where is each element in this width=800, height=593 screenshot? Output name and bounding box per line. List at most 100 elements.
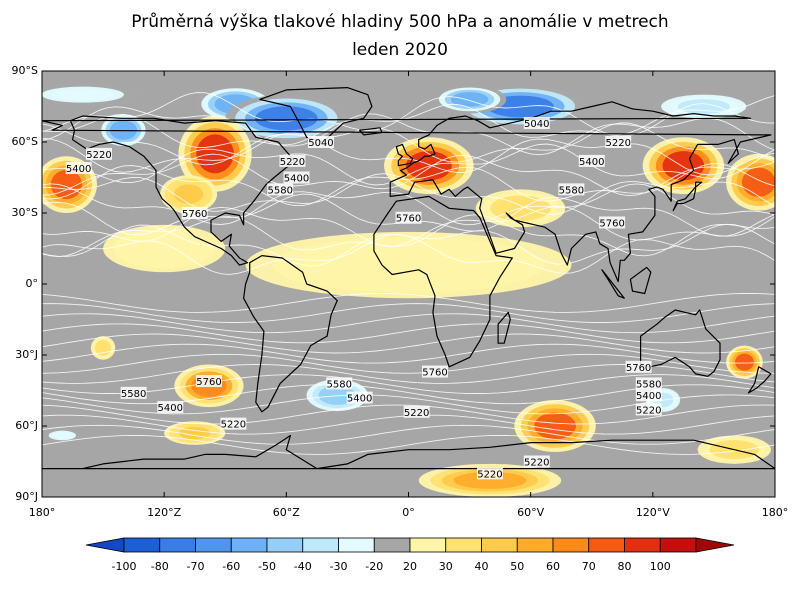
contour-label-text: 5760 bbox=[196, 377, 221, 388]
colorbar-swatch bbox=[552, 537, 590, 553]
contour-label-text: 5220 bbox=[404, 408, 429, 419]
contour-label-bg bbox=[267, 183, 294, 196]
anomaly-ring bbox=[179, 427, 211, 440]
colorbar-label: 60 bbox=[546, 560, 560, 573]
contour-label-text: 5400 bbox=[158, 403, 183, 414]
coastline-madagascar bbox=[497, 311, 511, 344]
contour-label-bg bbox=[599, 216, 626, 229]
coastline-north-america bbox=[69, 115, 296, 266]
contour-label: 5400 bbox=[635, 389, 662, 402]
contour-label-bg bbox=[283, 171, 310, 184]
contour-label: 5220 bbox=[403, 405, 430, 419]
latitude-label: 60°S bbox=[11, 135, 38, 148]
anomaly-ring bbox=[196, 134, 234, 174]
contour-label-bg bbox=[605, 136, 632, 148]
longitude-label: 180° bbox=[761, 506, 789, 519]
anomaly-ring bbox=[96, 341, 110, 354]
coastline-iceland bbox=[359, 127, 383, 136]
latitude-label: 90°J bbox=[15, 490, 38, 503]
contour-label-bg bbox=[157, 401, 184, 414]
contour-label-text: 5580 bbox=[267, 185, 292, 196]
anomaly-region bbox=[514, 399, 596, 453]
height-contour-line bbox=[42, 374, 775, 394]
height-contour-line bbox=[42, 163, 775, 207]
latitude-label: 60°J bbox=[15, 419, 38, 432]
contour-label: 5220 bbox=[86, 147, 113, 161]
contour-label: 5220 bbox=[605, 136, 632, 149]
coastline-greenland bbox=[259, 86, 373, 143]
contour-label-text: 5220 bbox=[636, 405, 661, 416]
contour-label: 5760 bbox=[181, 207, 208, 220]
contour-label: 5040 bbox=[523, 117, 550, 130]
colorbar-swatch bbox=[659, 537, 697, 553]
contour-label-bg bbox=[181, 207, 208, 219]
colorbar-swatch bbox=[195, 537, 232, 553]
contour-label-bg bbox=[395, 211, 422, 224]
anomaly-ring bbox=[677, 99, 730, 114]
colorbar-label: -20 bbox=[365, 560, 384, 573]
contour-label: 5760 bbox=[625, 360, 652, 374]
colorbar-left-arrow bbox=[85, 537, 125, 553]
colorbar-swatch bbox=[409, 537, 447, 553]
contour-label: 5220 bbox=[279, 154, 306, 168]
contour-label-bg bbox=[86, 147, 113, 160]
colorbar-swatch bbox=[516, 537, 554, 553]
height-contour-line bbox=[42, 103, 775, 146]
contour-label-bg bbox=[635, 377, 662, 390]
height-contours bbox=[42, 92, 775, 455]
contour-label: 5580 bbox=[267, 183, 294, 196]
contour-label-bg bbox=[220, 417, 247, 430]
colorbar-label: 30 bbox=[438, 560, 453, 573]
contour-label-text: 5760 bbox=[599, 218, 624, 229]
contour-label: 5400 bbox=[283, 171, 310, 185]
contour-label-bg bbox=[307, 136, 334, 148]
height-contour-line bbox=[42, 353, 775, 374]
height-contour-line bbox=[42, 333, 775, 354]
colorbar-swatch bbox=[302, 537, 339, 553]
height-contour-line bbox=[42, 404, 775, 425]
contour-label-bg bbox=[476, 467, 503, 480]
contour-label: 5400 bbox=[157, 401, 184, 414]
contour-label-text: 5220 bbox=[605, 138, 630, 149]
coastline-australia bbox=[639, 309, 721, 377]
contour-label: 5220 bbox=[523, 455, 550, 469]
anomaly-region bbox=[726, 153, 775, 211]
longitude-label: 60°V bbox=[517, 506, 545, 519]
longitude-label: 0° bbox=[402, 506, 415, 519]
anomaly-ring bbox=[173, 184, 204, 204]
contour-label-text: 5220 bbox=[86, 150, 111, 161]
height-contour-line bbox=[42, 313, 775, 334]
latitude-label: 0° bbox=[25, 277, 39, 290]
anomaly-region bbox=[225, 94, 348, 142]
contour-label-text: 5220 bbox=[477, 469, 502, 480]
contour-label-bg bbox=[279, 154, 306, 167]
height-contour-line bbox=[42, 303, 775, 323]
anomaly-ring bbox=[405, 151, 452, 181]
contour-label: 5760 bbox=[421, 365, 448, 379]
chart-title: Průměrná výška tlakové hladiny 500 hPa a… bbox=[131, 12, 669, 32]
height-contour-line bbox=[42, 143, 775, 186]
contour-label: 5760 bbox=[395, 211, 422, 225]
colorbar-swatch bbox=[230, 537, 268, 553]
longitude-label: 60°Z bbox=[272, 506, 300, 519]
colorbar-label: -50 bbox=[258, 560, 276, 573]
anomaly-region bbox=[90, 336, 116, 360]
coastline-eurasia bbox=[42, 101, 772, 283]
coastline-new-zealand bbox=[747, 366, 772, 394]
contour-label-text: 5760 bbox=[626, 363, 651, 374]
colorbar bbox=[85, 537, 735, 553]
contour-label-text: 5580 bbox=[327, 379, 352, 390]
contour-label-bg bbox=[635, 389, 662, 402]
contour-label: 5580 bbox=[120, 386, 147, 400]
anomaly-ring bbox=[318, 385, 357, 405]
contour-label-text: 5760 bbox=[422, 368, 447, 379]
colorbar-label: 50 bbox=[510, 560, 525, 573]
anomaly-ring bbox=[742, 167, 775, 197]
contour-label: 5580 bbox=[635, 377, 662, 390]
contour-label-bg bbox=[578, 154, 605, 167]
contour-label-text: 5220 bbox=[221, 420, 246, 431]
contour-label: 5220 bbox=[220, 417, 247, 431]
coastline-south-america bbox=[243, 255, 338, 413]
coastlines bbox=[42, 86, 775, 470]
height-contour-line bbox=[42, 234, 775, 275]
